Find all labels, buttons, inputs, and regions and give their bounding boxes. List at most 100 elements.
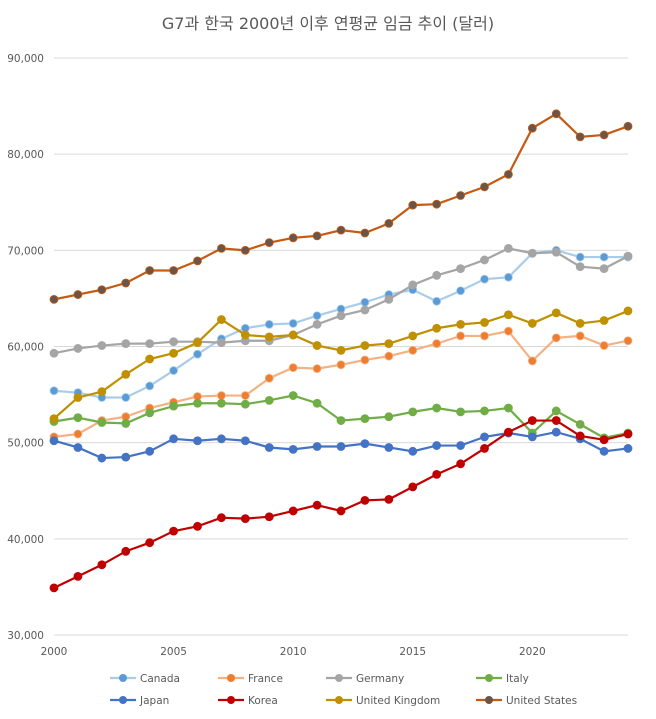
data-point (193, 398, 202, 408)
legend-swatch-marker (485, 674, 493, 682)
data-point (480, 331, 489, 341)
data-point (527, 319, 537, 328)
legend-label: France (248, 673, 283, 685)
y-tick-label: 30,000 (7, 630, 44, 642)
data-point (336, 506, 346, 516)
x-tick-label: 2000 (41, 646, 68, 658)
data-point (240, 514, 250, 524)
data-point (121, 419, 131, 428)
data-point (288, 444, 298, 454)
data-point (193, 349, 202, 359)
data-point (360, 228, 370, 238)
data-point (527, 416, 537, 425)
data-point (456, 407, 465, 417)
data-point (360, 414, 370, 424)
data-point (623, 429, 633, 439)
data-point (73, 290, 83, 299)
data-point (217, 398, 226, 408)
series-united-states (49, 109, 633, 304)
data-point (384, 495, 394, 504)
data-point (145, 381, 155, 391)
data-point (193, 521, 202, 531)
legend-label: Germany (356, 673, 404, 685)
data-point (599, 252, 609, 262)
data-point (456, 441, 465, 450)
data-point (384, 412, 394, 422)
legend-label: Korea (248, 695, 278, 707)
data-point (169, 337, 178, 347)
legend-swatch-marker (335, 674, 343, 682)
chart-title: G7과 한국 2000년 이후 연평균 임금 추이 (달러) (162, 14, 494, 33)
data-point (97, 387, 107, 397)
data-point (73, 443, 83, 452)
series-france (49, 326, 633, 442)
data-point (97, 285, 107, 295)
data-point (504, 244, 513, 253)
data-point (551, 308, 561, 318)
data-point (49, 348, 59, 358)
data-point (480, 318, 489, 327)
legend-swatch-marker (119, 674, 127, 682)
data-point (121, 546, 131, 556)
data-point (527, 123, 537, 133)
data-point (336, 225, 346, 235)
data-point (551, 427, 561, 437)
data-point (623, 444, 633, 453)
data-point (599, 435, 609, 445)
data-point (217, 315, 226, 324)
data-point (527, 248, 537, 258)
data-point (264, 395, 274, 405)
x-tick-label: 2010 (280, 646, 307, 658)
data-point (73, 344, 83, 353)
data-point (312, 442, 322, 451)
data-point (575, 252, 585, 262)
y-tick-label: 40,000 (7, 534, 44, 546)
series-canada (49, 245, 633, 402)
legend-item: Korea (218, 695, 278, 707)
data-point (217, 244, 226, 253)
data-point (312, 398, 322, 408)
data-point (551, 333, 561, 343)
data-point (384, 339, 394, 349)
data-point (575, 419, 585, 429)
data-point (456, 459, 465, 469)
data-point (193, 338, 202, 348)
data-point (145, 446, 155, 456)
data-point (360, 305, 370, 315)
data-point (240, 399, 250, 409)
data-point (312, 319, 322, 329)
data-point (408, 345, 418, 355)
data-point (73, 393, 83, 402)
data-point (432, 323, 442, 333)
data-point (527, 432, 537, 442)
data-point (456, 286, 465, 296)
data-point (408, 331, 418, 341)
data-point (408, 200, 418, 210)
data-point (432, 470, 442, 479)
data-point (480, 444, 489, 453)
data-point (575, 319, 585, 328)
data-point (121, 393, 131, 402)
data-point (432, 270, 442, 280)
data-point (288, 233, 298, 243)
data-point (73, 429, 83, 439)
data-point (360, 495, 370, 505)
data-point (145, 354, 155, 364)
data-point (193, 436, 202, 446)
data-point (456, 264, 465, 274)
data-point (240, 330, 250, 340)
legend-item: United States (476, 695, 577, 707)
data-point (217, 434, 226, 444)
data-point (504, 427, 513, 437)
x-tick-label: 2005 (160, 646, 187, 658)
data-point (169, 401, 178, 411)
data-point (264, 512, 274, 522)
legend-swatch-marker (335, 696, 343, 704)
data-point (408, 446, 418, 456)
data-point (193, 256, 202, 266)
legend-item: France (218, 673, 283, 685)
series-line (53, 249, 628, 399)
legend-label: Canada (140, 673, 180, 685)
